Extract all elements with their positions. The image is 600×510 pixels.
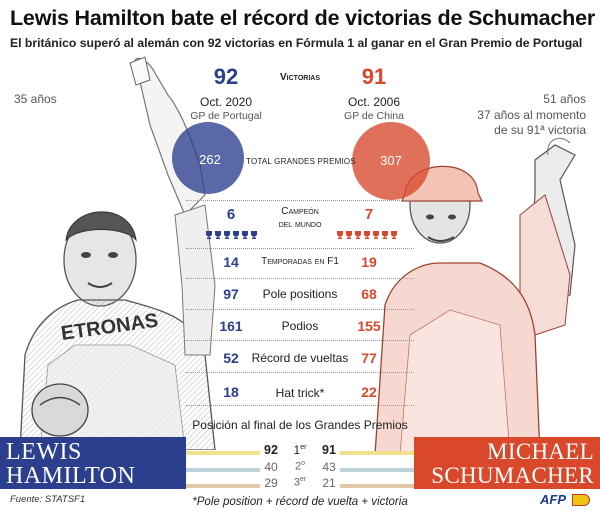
position-left-value: 92 (264, 443, 278, 457)
stat-label: Récord de vueltas (251, 351, 349, 365)
position-left-value: 40 (264, 460, 278, 474)
position-place: 3er (288, 476, 312, 489)
schumacher-gp-circle (352, 122, 430, 200)
stat-label: Pole positions (262, 287, 338, 301)
trophy-icon (381, 231, 389, 239)
position-bar-left (186, 468, 260, 472)
hamilton-date: Oct. 2020 (199, 95, 253, 109)
trophy-icon (336, 231, 344, 239)
stat-left-value: 97 (223, 286, 239, 302)
source: Fuente: STATSF1 (10, 494, 86, 505)
afp-logo-text: AFP (540, 492, 566, 507)
position-place: 1er (288, 443, 312, 457)
row-divider (186, 248, 414, 249)
schumacher-trophies (327, 231, 407, 239)
position-place-number: 3 (293, 476, 300, 489)
position-place-number: 2 (294, 460, 302, 473)
position-place-number: 1 (293, 443, 301, 457)
schumacher-age: 51 años (543, 92, 586, 106)
trophy-icon (345, 231, 353, 239)
victorias-label: Victorias (280, 72, 320, 83)
total-gp-label: Total Grandes Premios (246, 157, 356, 166)
trophy-icon (205, 231, 213, 239)
stat-right-value: 155 (357, 318, 381, 334)
stat-left-value: 18 (223, 384, 239, 400)
schumacher-wins: 91 (361, 64, 387, 89)
schumacher-name-box: Michael Schumacher (414, 437, 600, 489)
hamilton-wins: 92 (213, 64, 239, 89)
trophy-icon (372, 231, 380, 239)
position-bar-right (340, 468, 414, 472)
stat-left-value: 6 (226, 206, 236, 223)
hamilton-name-box: Lewis Hamilton (0, 437, 186, 489)
page-title: Lewis Hamilton bate el récord de victori… (10, 6, 596, 30)
position-place-suffix: er (300, 444, 307, 451)
position-place-suffix: o (301, 460, 306, 467)
stat-left-value: 14 (223, 254, 239, 270)
stat-label: Hat trick* (275, 386, 325, 400)
footnote: *Pole position + récord de vuelta + vict… (192, 496, 408, 508)
schumacher-name-line2: Schumacher (431, 463, 594, 488)
hamilton-illustration: ETRONAS (19, 56, 216, 450)
position-place-suffix: er (299, 476, 307, 483)
stat-left-value: 161 (219, 318, 243, 334)
stat-right-value: 19 (361, 254, 377, 270)
position-right-value: 21 (322, 476, 336, 490)
afp-logo: AFP (540, 492, 596, 508)
hamilton-age: 35 años (14, 92, 57, 106)
trophy-icon (232, 231, 240, 239)
stat-label-campeon-1: Campeón (281, 206, 319, 217)
row-divider (186, 278, 414, 279)
afp-logo-mark-icon (572, 494, 590, 506)
trophy-icon (363, 231, 371, 239)
schumacher-name-line1: Michael (487, 439, 594, 464)
position-bar-left (186, 451, 260, 455)
schumacher-age-note-1: 37 años al momento (477, 108, 586, 122)
stat-label: Temporadas en F1 (261, 256, 339, 267)
hamilton-gp-circle (172, 122, 244, 194)
position-title: Posición al final de los Grandes Premios (192, 418, 408, 432)
row-divider (186, 309, 414, 310)
trophy-icon (354, 231, 362, 239)
row-divider (186, 372, 414, 373)
schumacher-date: Oct. 2006 (347, 95, 401, 109)
schumacher-gp: GP de China (344, 110, 404, 122)
trophy-icon (390, 231, 398, 239)
stat-right-value: 68 (361, 286, 377, 302)
row-divider (186, 405, 414, 406)
trophy-icon (250, 231, 258, 239)
hamilton-gp: GP de Portugal (190, 110, 262, 122)
hamilton-total-gp: 262 (199, 152, 221, 167)
row-divider (186, 340, 414, 341)
stat-right-value: 22 (361, 384, 377, 400)
stat-label: Podios (281, 319, 319, 333)
position-right-value: 43 (322, 460, 336, 474)
hamilton-trophies (194, 231, 269, 239)
position-place: 2o (288, 460, 312, 473)
stat-label-campeon-2: del mundo (278, 219, 322, 230)
schumacher-age-note-2: de su 91ª victoria (494, 123, 586, 137)
trophy-icon (214, 231, 222, 239)
stat-left-value: 52 (223, 350, 239, 366)
position-bar-left (186, 484, 260, 488)
position-left-value: 29 (264, 476, 278, 490)
position-bar-right (340, 451, 414, 455)
hamilton-name-line2: Hamilton (6, 463, 136, 489)
stat-right-value: 77 (361, 350, 377, 366)
stat-right-value: 7 (364, 206, 374, 223)
page-subtitle: El británico superó al alemán con 92 vic… (10, 36, 583, 50)
trophy-icon (223, 231, 231, 239)
position-bar-right (340, 484, 414, 488)
hamilton-name-line1: Lewis (6, 439, 82, 465)
trophy-icon (241, 231, 249, 239)
position-right-value: 91 (322, 443, 336, 457)
row-divider (186, 200, 414, 201)
schumacher-total-gp: 307 (380, 153, 402, 168)
